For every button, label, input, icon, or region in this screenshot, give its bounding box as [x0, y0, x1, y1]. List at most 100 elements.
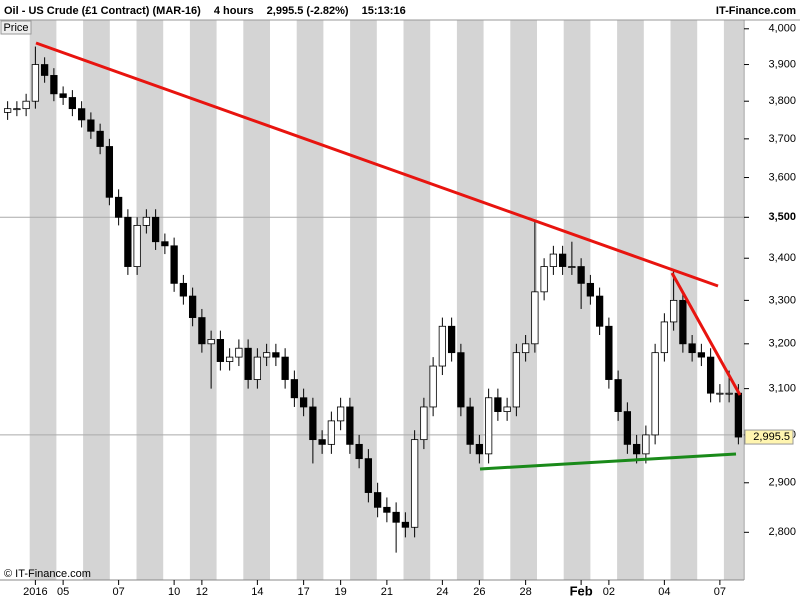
support-trendline [479, 452, 737, 471]
candle-body [161, 241, 169, 247]
candle-body [429, 365, 437, 408]
x-tick-label: 12 [196, 586, 208, 598]
candle-body [299, 397, 308, 408]
candle-body [725, 392, 733, 395]
candle-body [568, 266, 576, 268]
candle-body [475, 443, 484, 455]
candle-body [383, 506, 391, 513]
y-tick-label: 3,100 [768, 383, 796, 395]
candle-body [170, 245, 178, 284]
candle-body [531, 291, 539, 345]
candle-body [235, 347, 243, 358]
plot [0, 46, 744, 553]
x-tick-label: 04 [658, 586, 670, 598]
candle-body [40, 64, 49, 76]
candle-body [114, 196, 123, 218]
candle-body [244, 347, 252, 380]
day-band [29, 20, 57, 580]
candle-body [364, 458, 373, 493]
candle-body [59, 93, 67, 98]
candle-body [679, 299, 687, 345]
y-tick-label: 3,800 [768, 95, 796, 107]
y-tick-label: 4,000 [768, 23, 796, 35]
time: 15:13:16 [362, 5, 406, 17]
x-tick-label: 21 [381, 586, 393, 598]
candle-body [558, 253, 567, 267]
y-tick-label: 3,600 [768, 171, 796, 183]
candle-body [605, 325, 613, 380]
y-tick-label: 3,200 [768, 338, 796, 350]
axis-label-box [0, 20, 32, 35]
candle-body [225, 356, 234, 362]
candle-body [392, 511, 400, 523]
axis-label: Price [3, 22, 28, 34]
candle-body [632, 443, 641, 455]
x-tick-label: 28 [520, 586, 532, 598]
candle-body [3, 108, 12, 113]
candle-body [253, 356, 262, 380]
candle-body [290, 379, 299, 399]
x-tick-label: 10 [168, 586, 180, 598]
y-tick-label: 2,800 [768, 526, 796, 538]
candle-body [188, 295, 197, 318]
x-tick-label: Feb [570, 583, 593, 598]
candle-body [623, 411, 632, 445]
candle-body [77, 108, 86, 121]
candle-body [586, 282, 595, 297]
chart-title: Oil - US Crude (£1 Contract) (MAR-16) [4, 5, 201, 17]
x-tick-label: 2016 [23, 586, 47, 598]
candle-body [309, 406, 317, 441]
day-band [296, 20, 324, 580]
candle-body [716, 392, 724, 395]
candle-body [22, 100, 30, 110]
candle-body [688, 343, 696, 354]
candle-body [318, 439, 326, 445]
candle-body [697, 352, 706, 358]
x-tick-label: 05 [57, 586, 69, 598]
day-band [83, 20, 110, 580]
header-bar [0, 0, 800, 20]
resistance-trendline [35, 41, 719, 288]
candle-body [512, 352, 521, 408]
steep-trendline [670, 272, 742, 396]
candle-body [540, 266, 548, 293]
brand: IT-Finance.com [716, 5, 796, 17]
x-tick-label: 19 [335, 586, 347, 598]
candle-body [521, 343, 530, 354]
y-tick-label: 3,400 [768, 252, 796, 264]
candle-body [614, 379, 622, 412]
day-band [350, 20, 377, 580]
candle-body [262, 352, 271, 358]
candle-body [438, 325, 447, 367]
header-text: Oil - US Crude (£1 Contract) (MAR-16) 4 … [4, 5, 406, 17]
candle-body [13, 108, 21, 111]
copyright: © IT-Finance.com [4, 568, 91, 580]
candle-body [151, 216, 160, 243]
candle-body [281, 356, 289, 380]
candle-body [87, 119, 95, 132]
candle-body [577, 266, 585, 284]
day-band [243, 20, 270, 580]
x-tick-label: 02 [603, 586, 615, 598]
candle-body [706, 356, 715, 394]
candle-body [31, 64, 40, 102]
day-band [617, 20, 644, 580]
candle-body [355, 443, 363, 460]
candle-body [734, 392, 743, 438]
y-tick-label: 3,500 [768, 211, 796, 223]
interval: 4 hours [214, 5, 254, 17]
candle-body [669, 299, 678, 323]
y-tick-label: 3,900 [768, 58, 796, 70]
price-change: 2,995.5 (-2.82%) [267, 5, 349, 17]
x-tick-label: 14 [251, 586, 263, 598]
candle-body [346, 406, 354, 445]
candle-body [133, 224, 141, 267]
candle-body [336, 406, 345, 422]
y-tick-label: 3,700 [768, 133, 796, 145]
candle-body [373, 492, 382, 508]
y-tick-label: 2,900 [768, 477, 796, 489]
day-band [723, 20, 743, 580]
candle-body [327, 420, 336, 445]
